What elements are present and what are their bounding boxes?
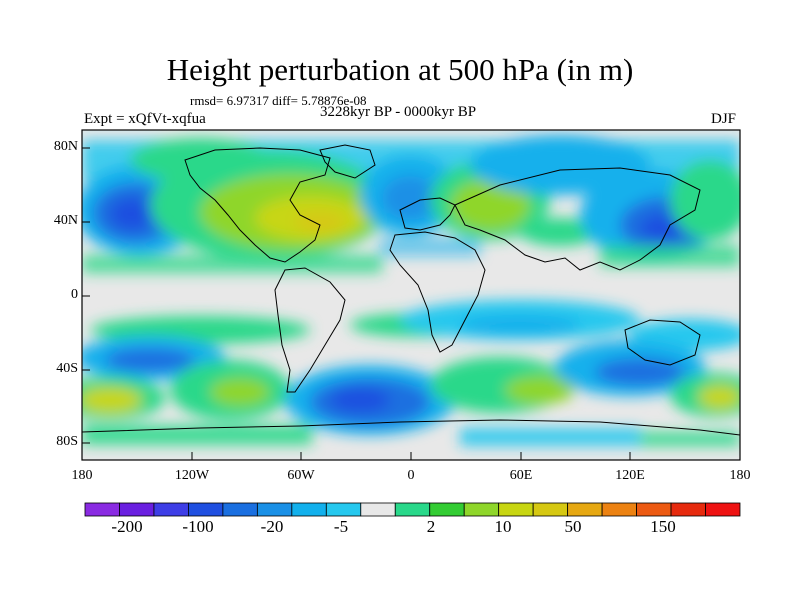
lon-tick-60w: 60W	[287, 468, 315, 483]
stats-subtitle: rmsd= 6.97317 diff= 5.78876e-08	[190, 93, 367, 108]
lat-tick-40s: 40S	[56, 361, 78, 376]
colorbar-swatch	[670, 502, 706, 517]
coastlines	[82, 144, 740, 436]
colorbar-swatch	[325, 502, 362, 517]
lon-tick-0: 0	[407, 468, 415, 483]
contour-field	[82, 135, 740, 446]
colorbar-swatch	[498, 502, 534, 517]
colorbar-swatch	[429, 502, 465, 517]
lat-tick-80n: 80N	[53, 139, 78, 154]
colorbar-swatch	[256, 502, 293, 517]
colorbar	[84, 502, 741, 517]
axis-ticks	[81, 147, 741, 460]
plot-title: Height perturbation at 500 hPa (in m)	[166, 52, 634, 87]
colorbar-swatch	[291, 502, 327, 517]
colorbar-label-150: 150	[650, 517, 676, 536]
colorbar-swatch	[84, 502, 120, 517]
colorbar-label-n5: -5	[333, 517, 349, 536]
colorbar-label-50: 50	[564, 517, 582, 536]
lat-tick-0: 0	[71, 287, 78, 302]
colorbar-swatch	[636, 502, 672, 517]
lon-tick-120e: 120E	[615, 468, 645, 483]
colorbar-label-n20: -20	[260, 517, 284, 536]
lat-tick-80s: 80S	[56, 434, 78, 449]
colorbar-label-n100: -100	[182, 517, 214, 536]
colorbar-swatch	[153, 502, 189, 517]
lon-tick-180e: 180	[729, 468, 751, 483]
lon-tick-60e: 60E	[509, 468, 533, 483]
experiment-label: Expt = xQfVt-xqfua	[84, 111, 206, 127]
colorbar-swatch	[360, 502, 396, 517]
colorbar-label-2: 2	[426, 517, 436, 536]
lon-tick-180w: 180	[71, 468, 93, 483]
colorbar-swatch	[222, 502, 258, 517]
colorbar-swatch	[188, 502, 224, 517]
season-label: DJF	[711, 111, 737, 127]
period-label: 3228kyr BP - 0000kyr BP	[320, 104, 477, 120]
map-field	[82, 130, 740, 460]
colorbar-swatch	[394, 502, 431, 517]
colorbar-label-10: 10	[494, 517, 512, 536]
colorbar-swatch	[119, 502, 155, 517]
colorbar-swatch	[601, 502, 637, 517]
lon-tick-120w: 120W	[174, 468, 210, 483]
colorbar-label-n200: -200	[111, 517, 143, 536]
colorbar-swatch	[463, 502, 500, 517]
colorbar-swatch	[705, 502, 741, 517]
lat-tick-40n: 40N	[53, 213, 78, 228]
colorbar-swatch	[532, 502, 569, 517]
colorbar-swatch	[567, 502, 603, 517]
